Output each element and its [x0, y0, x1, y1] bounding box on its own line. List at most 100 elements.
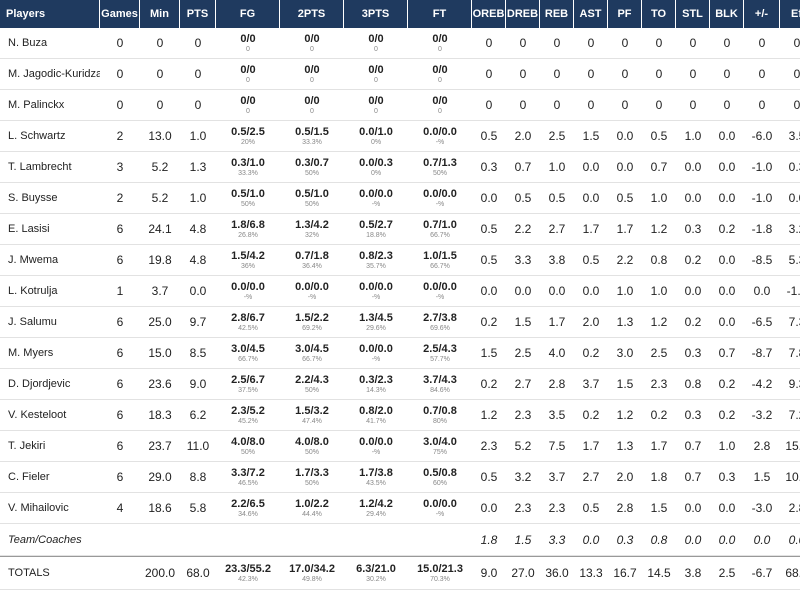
table-row: M. Myers 6 15.0 8.5 3.0/4.5 66.7% 3.0/4.5 66.7%…	[0, 338, 800, 369]
fg-cell-made-attempted: 1.8/6.8	[231, 218, 265, 231]
two-pts-cell: 0.5/1.5 33.3%	[280, 121, 344, 152]
two-pts-cell-percentage: -%	[307, 293, 317, 301]
column-header-pts[interactable]: PTS	[180, 0, 216, 28]
reb-cell: 2.7	[540, 214, 574, 245]
dreb-cell: 0.7	[506, 152, 540, 183]
oreb-cell: 0.0	[472, 276, 506, 307]
player-name-link[interactable]: T. Lambrecht	[0, 152, 100, 183]
column-header-players[interactable]: Players	[0, 0, 100, 28]
minutes-cell: 25.0	[140, 307, 180, 338]
player-name-link[interactable]: J. Salumu	[0, 307, 100, 338]
ft-cell: 0.0/0.0 -%	[408, 121, 472, 152]
player-name-link[interactable]: N. Buza	[0, 28, 100, 59]
ast-cell: 2.7	[574, 462, 608, 493]
player-name-link[interactable]: S. Buysse	[0, 183, 100, 214]
column-header-ast[interactable]: AST	[574, 0, 608, 28]
two-pts-cell-percentage: 50%	[304, 200, 319, 208]
ft-cell: 1.0/1.5 66.7%	[408, 245, 472, 276]
column-header-stl[interactable]: STL	[676, 0, 710, 28]
column-header-oreb[interactable]: OREB	[472, 0, 506, 28]
totals-pm-cell: -6.7	[744, 556, 780, 590]
three-pts-cell-made-attempted: 0.0/0.0	[359, 435, 393, 448]
player-name-link[interactable]: D. Djordjevic	[0, 369, 100, 400]
player-name-link[interactable]: M. Myers	[0, 338, 100, 369]
ast-cell: 0	[574, 59, 608, 90]
ft-cell-made-attempted: 2.7/3.8	[423, 311, 457, 324]
three-pts-cell-percentage: -%	[371, 448, 381, 456]
pf-cell: 3.0	[608, 338, 642, 369]
column-header--[interactable]: +/-	[744, 0, 780, 28]
totals-ft-cell-made-attempted: 15.0/21.3	[417, 562, 463, 575]
totals-two-pts-cell-percentage: 49.8%	[302, 575, 322, 583]
two-pts-cell-percentage: 32%	[304, 231, 319, 239]
column-header-games[interactable]: Games	[100, 0, 140, 28]
ft-cell-percentage: 80%	[432, 417, 447, 425]
pf-cell: 1.3	[608, 307, 642, 338]
player-name-link[interactable]: L. Schwartz	[0, 121, 100, 152]
fg-cell: 0/0 0	[216, 28, 280, 59]
player-name-link[interactable]: M. Jagodic-Kuridza	[0, 59, 100, 90]
totals-ft-cell: 15.0/21.3 70.3%	[408, 556, 472, 590]
column-header-2pts[interactable]: 2PTS	[280, 0, 344, 28]
three-pts-cell-made-attempted: 1.3/4.5	[359, 311, 393, 324]
column-header-3pts[interactable]: 3PTS	[344, 0, 408, 28]
ft-cell-made-attempted: 0.7/1.0	[423, 218, 457, 231]
reb-cell: 0	[540, 90, 574, 121]
two-pts-cell: 0/0 0	[280, 28, 344, 59]
reb-cell: 3.7	[540, 462, 574, 493]
ft-cell: 2.5/4.3 57.7%	[408, 338, 472, 369]
totals-pf-cell: 16.7	[608, 556, 642, 590]
pm-cell: -3.2	[744, 400, 780, 431]
ft-cell-made-attempted: 0.7/1.3	[423, 156, 457, 169]
ast-cell: 0	[574, 28, 608, 59]
column-header-fg[interactable]: FG	[216, 0, 280, 28]
reb-cell: 0	[540, 59, 574, 90]
player-name-link[interactable]: J. Mwema	[0, 245, 100, 276]
pf-cell: 0.5	[608, 183, 642, 214]
two-pts-cell-percentage: 50%	[304, 448, 319, 456]
fg-cell-made-attempted: 2.2/6.5	[231, 497, 265, 510]
column-header-reb[interactable]: REB	[540, 0, 574, 28]
team-ef-cell: 0.0	[780, 524, 800, 556]
three-pts-cell-made-attempted: 0.0/0.0	[359, 280, 393, 293]
player-name-link[interactable]: T. Jekiri	[0, 431, 100, 462]
games-cell: 6	[100, 338, 140, 369]
ast-cell: 0.0	[574, 152, 608, 183]
fg-cell-percentage: 50%	[240, 200, 255, 208]
column-header-dreb[interactable]: DREB	[506, 0, 540, 28]
player-name-link[interactable]: L. Kotrulja	[0, 276, 100, 307]
player-name-link[interactable]: V. Mihailovic	[0, 493, 100, 524]
ft-cell-made-attempted: 0/0	[432, 94, 448, 107]
points-cell: 1.3	[180, 152, 216, 183]
player-name-link[interactable]: C. Fieler	[0, 462, 100, 493]
reb-cell: 3.8	[540, 245, 574, 276]
ef-cell: 9.3	[780, 369, 800, 400]
two-pts-cell-percentage: 50%	[304, 169, 319, 177]
oreb-cell: 0	[472, 90, 506, 121]
ef-cell: 3.5	[780, 121, 800, 152]
column-header-ft[interactable]: FT	[408, 0, 472, 28]
player-name-link[interactable]: E. Lasisi	[0, 214, 100, 245]
player-name-link[interactable]: V. Kesteloot	[0, 400, 100, 431]
three-pts-cell-made-attempted: 0.0/0.0	[359, 342, 393, 355]
column-header-pf[interactable]: PF	[608, 0, 642, 28]
points-cell: 5.8	[180, 493, 216, 524]
dreb-cell: 2.2	[506, 214, 540, 245]
reb-cell: 4.0	[540, 338, 574, 369]
totals-fg-cell: 23.3/55.2 42.3%	[216, 556, 280, 590]
column-header-ef[interactable]: Ef	[780, 0, 800, 28]
column-header-to[interactable]: TO	[642, 0, 676, 28]
oreb-cell: 0.0	[472, 493, 506, 524]
pm-cell: -4.2	[744, 369, 780, 400]
pm-cell: -1.8	[744, 214, 780, 245]
games-cell: 3	[100, 152, 140, 183]
totals-three-pts-cell: 6.3/21.0 30.2%	[344, 556, 408, 590]
empty-cell	[280, 524, 344, 556]
player-name-link[interactable]: M. Palinckx	[0, 90, 100, 121]
ft-cell-percentage: 60%	[432, 479, 447, 487]
pm-cell: -8.7	[744, 338, 780, 369]
column-header-blk[interactable]: BLK	[710, 0, 744, 28]
column-header-min[interactable]: Min	[140, 0, 180, 28]
totals-ft-cell-percentage: 70.3%	[430, 575, 450, 583]
ft-cell-made-attempted: 0.5/0.8	[423, 466, 457, 479]
